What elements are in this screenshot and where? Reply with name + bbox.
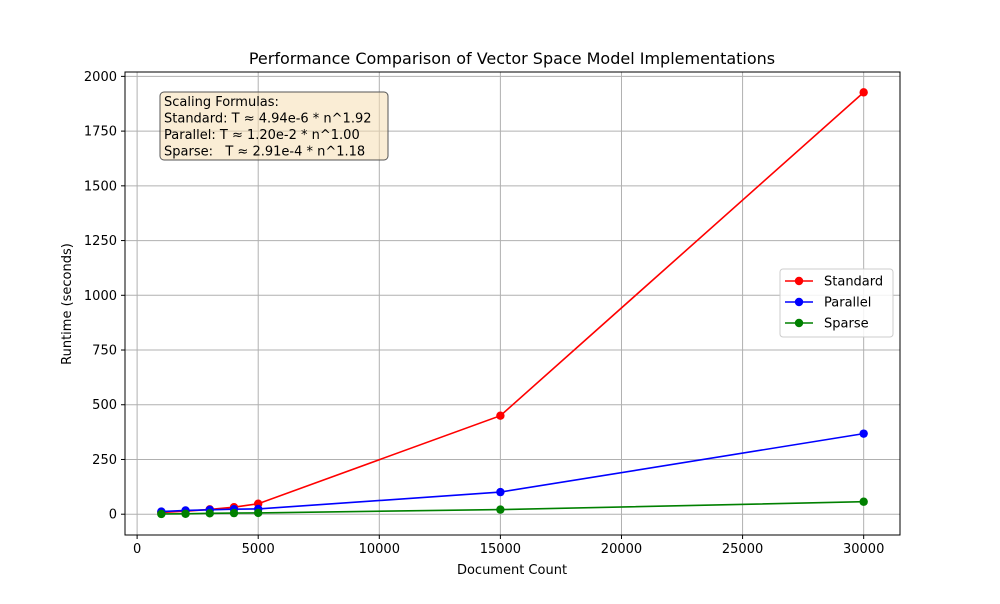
annotation-line: Parallel: T ≈ 1.20e-2 * n^1.00 xyxy=(164,128,360,143)
ticks-layer: 0 5000 10000 15000 20000 25000 30000 0 250 500 750… xyxy=(84,70,884,557)
sparse-data-point xyxy=(859,497,868,506)
y-tick-label: 1250 xyxy=(84,234,117,249)
chart-title: Performance Comparison of Vector Space M… xyxy=(249,49,775,68)
x-tick-label: 15000 xyxy=(480,542,521,557)
x-axis-label: Document Count xyxy=(457,563,567,578)
annotation-line: Scaling Formulas: xyxy=(164,95,279,110)
annotation-line: Standard: T ≈ 4.94e-6 * n^1.92 xyxy=(164,112,372,127)
sparse-data-point xyxy=(205,509,214,518)
y-tick-label: 0 xyxy=(109,508,117,523)
y-axis-label: Runtime (seconds) xyxy=(60,243,75,365)
parallel-data-point xyxy=(859,429,868,438)
sparse-legend-marker xyxy=(794,318,804,328)
y-tick-label: 2000 xyxy=(84,70,117,85)
sparse-data-point xyxy=(496,505,505,514)
x-tick-label: 25000 xyxy=(722,542,763,557)
y-tick-label: 1000 xyxy=(84,289,117,304)
sparse-data-point xyxy=(229,508,239,518)
annotation-line: Sparse: T ≈ 2.91e-4 * n^1.18 xyxy=(164,145,365,160)
standard-legend-marker xyxy=(794,276,804,286)
series-layer xyxy=(157,88,868,519)
y-tick-label: 500 xyxy=(92,398,117,413)
parallel-legend-marker xyxy=(794,297,804,307)
parallel-data-point xyxy=(496,487,505,497)
legend: Standard Parallel Sparse xyxy=(779,268,894,338)
standard-data-point xyxy=(859,88,868,97)
y-tick-label: 1500 xyxy=(84,179,117,194)
standard-data-point xyxy=(496,411,505,420)
x-tick-label: 0 xyxy=(133,542,141,557)
y-tick-label: 750 xyxy=(92,344,117,359)
plot-frame xyxy=(124,71,901,536)
x-tick-label: 10000 xyxy=(359,542,400,557)
sparse-data-point xyxy=(157,509,166,519)
legend-frame xyxy=(779,268,894,338)
x-tick-label: 20000 xyxy=(601,542,642,557)
x-tick-label: 30000 xyxy=(843,542,884,557)
y-tick-label: 1750 xyxy=(84,125,117,140)
sparse-data-point xyxy=(254,508,263,518)
annotation-box: Scaling Formulas: Standard: T ≈ 4.94e-6 *… xyxy=(159,91,389,161)
sparse-legend-label: Sparse xyxy=(824,317,869,332)
sparse-data-point xyxy=(181,509,190,518)
x-tick-label: 5000 xyxy=(242,542,275,557)
annotation-background xyxy=(159,91,389,161)
standard-legend-label: Standard xyxy=(824,275,883,290)
y-tick-label: 250 xyxy=(92,453,117,468)
parallel-legend-label: Parallel xyxy=(824,296,871,311)
